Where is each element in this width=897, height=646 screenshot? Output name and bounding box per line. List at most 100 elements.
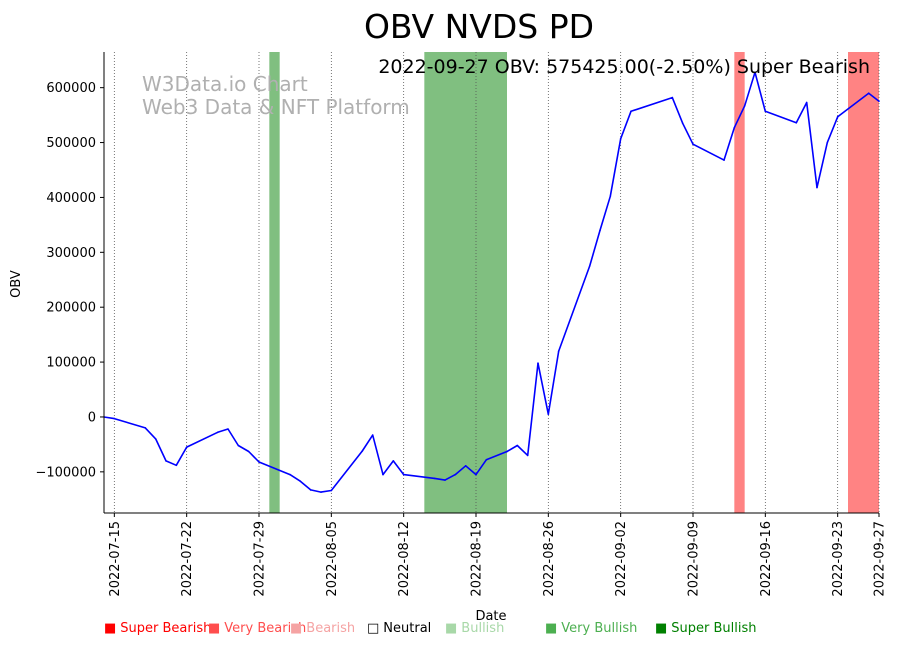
data-point-2022-07-25	[216, 431, 219, 434]
x-tick-label-2022-09-02: 2022-09-02	[614, 521, 629, 597]
x-tick-label-2022-07-22: 2022-07-22	[180, 521, 195, 597]
data-point-2022-09-19	[795, 121, 798, 124]
x-tick-label-2022-09-09: 2022-09-09	[687, 521, 702, 597]
y-tick-label-100000: 100000	[46, 356, 96, 371]
x-tick-label-2022-08-19: 2022-08-19	[470, 521, 485, 597]
data-point-2022-09-23	[836, 115, 839, 118]
data-point-2022-09-03	[630, 110, 632, 113]
x-tick-label-2022-09-23: 2022-09-23	[831, 521, 846, 597]
data-point-2022-08-05	[330, 489, 333, 492]
legend-label-super-bullish: Super Bullish	[671, 621, 757, 636]
legend-swatch-bearish: ■	[290, 621, 303, 636]
y-tick-label-300000: 300000	[46, 246, 96, 261]
data-point-2022-09-14	[743, 104, 746, 107]
legend-item-very-bearish: ■ Very Bearish	[208, 621, 306, 636]
chart-title: OBV NVDS PD	[364, 7, 594, 46]
data-point-2022-09-09	[692, 143, 694, 145]
legend: ■ Super Bearish ■ Very Bearish ■ Bearish □ N…	[104, 621, 884, 639]
data-point-2022-08-27	[557, 350, 560, 352]
y-tick-label-0: 0	[88, 410, 96, 425]
data-point-2022-08-26	[547, 413, 550, 416]
data-point-2022-08-04	[320, 491, 322, 493]
data-point-2022-08-09	[371, 434, 374, 436]
data-point-2022-08-15	[433, 477, 436, 480]
x-tick-label-2022-08-12: 2022-08-12	[397, 521, 412, 597]
data-point-2022-08-18	[464, 465, 467, 467]
band-very-bullish-1	[424, 52, 507, 513]
data-point-2022-08-17	[454, 473, 457, 476]
legend-swatch-neutral: □	[367, 621, 380, 636]
data-point-2022-09-07	[671, 96, 674, 99]
legend-swatch-bullish: ■	[445, 621, 458, 636]
data-point-2022-09-02	[619, 137, 622, 140]
legend-swatch-super-bullish: ■	[655, 621, 668, 636]
x-tick-label-2022-09-27: 2022-09-27	[873, 521, 888, 597]
data-point-2022-09-27	[878, 100, 880, 102]
legend-item-bullish: ■ Bullish	[445, 621, 504, 636]
data-point-2022-07-29	[258, 461, 260, 463]
data-point-2022-08-12	[402, 473, 405, 476]
data-point-2022-08-19	[475, 473, 477, 476]
data-point-2022-07-21	[175, 464, 178, 467]
watermark-line-2: Web3 Data & NFT Platform	[142, 95, 410, 119]
x-tick-label-2022-09-16: 2022-09-16	[759, 521, 774, 597]
data-point-2022-09-15	[754, 71, 756, 74]
data-point-2022-08-25	[537, 362, 539, 364]
y-tick-label-600000: 600000	[46, 81, 96, 96]
legend-label-bullish: Bullish	[461, 621, 505, 636]
band-very-bullish-0	[269, 52, 280, 513]
chart-annotation: 2022-09-27 OBV: 575425.00(-2.50%) Super …	[378, 56, 870, 78]
legend-item-very-bullish: ■ Very Bullish	[545, 621, 637, 636]
band-super-bearish-3	[848, 52, 879, 513]
data-point-2022-09-13	[733, 126, 736, 129]
data-point-2022-08-02	[299, 480, 302, 482]
data-point-2022-09-12	[723, 159, 725, 161]
data-point-2022-09-22	[826, 141, 829, 144]
data-point-2022-08-31	[599, 229, 601, 232]
data-point-2022-07-18	[144, 427, 147, 429]
legend-label-bearish: Bearish	[306, 621, 356, 636]
y-tick-label-200000: 200000	[46, 301, 96, 316]
legend-label-very-bearish: Very Bearish	[224, 621, 307, 636]
data-point-2022-08-10	[382, 473, 384, 476]
x-tick-label-2022-07-15: 2022-07-15	[108, 521, 123, 597]
data-point-2022-08-08	[361, 450, 364, 452]
data-point-2022-09-01	[609, 195, 612, 198]
data-point-2022-08-20	[485, 458, 488, 461]
y-tick-label-400000: 400000	[46, 191, 96, 206]
x-tick-label-2022-08-05: 2022-08-05	[325, 521, 340, 597]
data-point-2022-08-11	[392, 460, 395, 462]
series-line-obv	[103, 71, 880, 493]
x-axis-label: Date	[475, 609, 506, 624]
data-point-2022-07-22	[185, 446, 188, 448]
y-tick-label-500000: 500000	[46, 136, 96, 151]
data-point-2022-09-20	[805, 101, 808, 104]
legend-swatch-very-bullish: ■	[545, 621, 558, 636]
data-point-2022-07-28	[247, 450, 250, 453]
watermark-line-1: W3Data.io Chart	[142, 72, 308, 96]
legend-item-super-bullish: ■ Super Bullish	[655, 621, 757, 636]
data-point-2022-07-15	[113, 417, 116, 420]
data-point-2022-07-26	[227, 428, 229, 430]
legend-label-super-bearish: Super Bearish	[120, 621, 212, 636]
legend-item-bearish: ■ Bearish	[290, 621, 355, 636]
legend-item-super-bearish: ■ Super Bearish	[104, 621, 211, 636]
data-point-2022-08-23	[516, 444, 519, 447]
data-point-2022-09-26	[867, 92, 870, 94]
y-axis-label: OBV	[9, 270, 24, 298]
y-tick-label--100000: −100000	[35, 465, 96, 480]
data-point-2022-09-08	[681, 122, 684, 125]
data-point-2022-07-19	[154, 438, 157, 440]
data-point-2022-07-27	[237, 444, 240, 447]
data-point-2022-09-16	[764, 110, 767, 113]
data-point-2022-08-22	[506, 450, 508, 453]
data-point-2022-08-16	[444, 479, 446, 481]
legend-item-neutral: □ Neutral	[367, 621, 431, 636]
data-point-2022-08-03	[309, 489, 312, 491]
legend-label-very-bullish: Very Bullish	[561, 621, 638, 636]
legend-swatch-super-bearish: ■	[104, 621, 117, 636]
legend-swatch-very-bearish: ■	[208, 621, 221, 636]
data-point-2022-08-24	[526, 454, 529, 457]
legend-label-neutral: Neutral	[383, 621, 432, 636]
